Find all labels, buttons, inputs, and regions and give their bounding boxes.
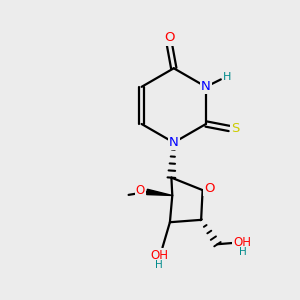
Text: OH: OH (233, 236, 251, 249)
Text: H: H (223, 72, 232, 82)
Text: OH: OH (150, 249, 168, 262)
Text: O: O (164, 32, 175, 44)
Text: H: H (155, 260, 163, 270)
Text: S: S (232, 122, 240, 135)
Text: O: O (204, 182, 214, 195)
Text: O: O (136, 184, 145, 197)
Text: H: H (238, 247, 246, 256)
Polygon shape (147, 189, 172, 196)
Text: N: N (201, 80, 211, 93)
Text: N: N (169, 136, 179, 149)
